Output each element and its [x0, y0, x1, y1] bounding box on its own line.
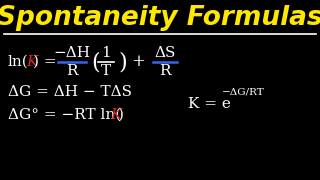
- Text: K = e: K = e: [188, 97, 231, 111]
- Text: ΔG° = −RT ln(: ΔG° = −RT ln(: [8, 108, 121, 122]
- Text: K: K: [26, 55, 37, 69]
- Text: ln(: ln(: [8, 55, 29, 69]
- Text: ): ): [118, 51, 127, 73]
- Text: ) =: ) =: [33, 55, 57, 69]
- Text: −ΔH: −ΔH: [53, 46, 91, 60]
- Text: ΔS: ΔS: [154, 46, 176, 60]
- Text: 1: 1: [101, 46, 111, 60]
- Text: +: +: [131, 53, 145, 71]
- Text: R: R: [66, 64, 78, 78]
- Text: R: R: [159, 64, 171, 78]
- Text: ): ): [118, 108, 124, 122]
- Text: T: T: [101, 64, 111, 78]
- Text: (: (: [91, 51, 100, 73]
- Text: K: K: [110, 108, 121, 122]
- Text: ΔG = ΔH − TΔS: ΔG = ΔH − TΔS: [8, 85, 132, 99]
- Text: −ΔG/RT: −ΔG/RT: [222, 87, 265, 96]
- Text: Spontaneity Formulas: Spontaneity Formulas: [0, 5, 320, 31]
